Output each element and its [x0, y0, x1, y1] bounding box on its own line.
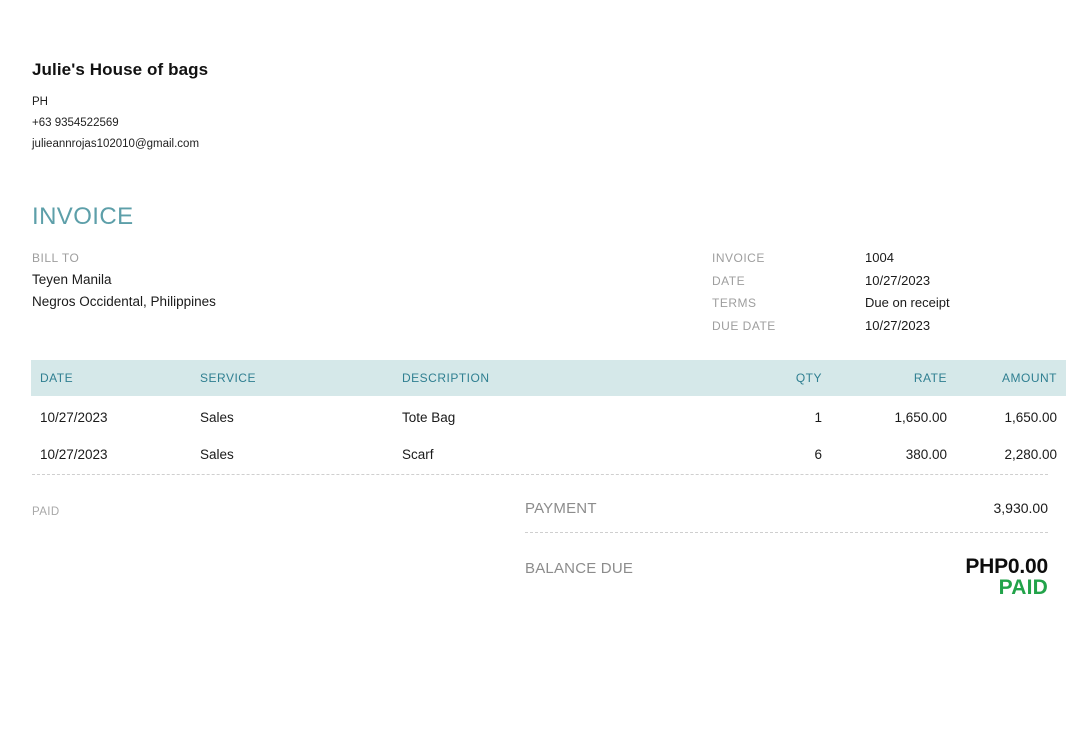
invoice-meta: INVOICE 1004 DATE 10/27/2023 TERMS Due o… — [712, 247, 1048, 337]
payment-row: PAYMENT 3,930.00 — [525, 500, 1048, 532]
cell-amount: 2,280.00 — [1004, 447, 1057, 462]
bill-to-block: BILL TO Teyen Manila Negros Occidental, … — [32, 247, 632, 312]
cell-rate: 1,650.00 — [894, 410, 947, 425]
cell-qty: 1 — [814, 410, 822, 425]
meta-label-date: DATE — [712, 273, 746, 288]
balance-due-label: BALANCE DUE — [525, 560, 634, 577]
column-header-service: SERVICE — [200, 360, 402, 396]
company-name: Julie's House of bags — [32, 60, 209, 79]
column-header-description: DESCRIPTION — [402, 360, 712, 396]
status-badge-paid: PAID — [998, 576, 1048, 599]
cell-description: Tote Bag — [402, 410, 456, 425]
table-body: 10/27/2023 Sales Tote Bag 1 1,650.00 1,6… — [31, 396, 1066, 473]
divider-full — [32, 474, 1048, 475]
column-header-rate: RATE — [822, 360, 947, 396]
meta-value-terms: Due on receipt — [865, 295, 950, 310]
table-row: 10/27/2023 Sales Tote Bag 1 1,650.00 1,6… — [31, 396, 1066, 436]
cell-amount: 1,650.00 — [1004, 410, 1057, 425]
meta-row-invoice: INVOICE 1004 — [712, 247, 1048, 270]
company-phone: +63 9354522569 — [32, 117, 119, 129]
cell-date: 10/27/2023 — [40, 447, 108, 462]
table-header: DATE SERVICE DESCRIPTION QTY RATE AMOUNT — [31, 360, 1066, 396]
column-header-date: DATE — [31, 360, 200, 396]
meta-value-date: 10/27/2023 — [865, 272, 931, 288]
balance-due-row: BALANCE DUE PHP0.00 — [525, 555, 1048, 579]
cell-service: Sales — [200, 447, 234, 462]
table-header-row: DATE SERVICE DESCRIPTION QTY RATE AMOUNT — [31, 360, 1066, 396]
cell-service: Sales — [200, 410, 234, 425]
bill-to-address: Negros Occidental, Philippines — [32, 293, 216, 309]
divider-totals — [525, 532, 1048, 533]
page-title: INVOICE — [32, 203, 134, 230]
company-email: julieannrojas102010@gmail.com — [32, 138, 200, 150]
bill-to-name: Teyen Manila — [32, 272, 112, 287]
payment-value: 3,930.00 — [993, 500, 1049, 516]
meta-label-invoice: INVOICE — [712, 251, 765, 265]
column-header-qty: QTY — [712, 360, 822, 396]
meta-label-due-date: DUE DATE — [712, 318, 776, 333]
totals-block: PAYMENT 3,930.00 BALANCE DUE PHP0.00 PAI… — [525, 500, 1048, 599]
column-header-amount: AMOUNT — [947, 360, 1066, 396]
paid-note: PAID — [32, 506, 60, 518]
cell-qty: 6 — [814, 447, 822, 462]
table-row: 10/27/2023 Sales Scarf 6 380.00 2,280.00 — [31, 436, 1066, 473]
meta-row-terms: TERMS Due on receipt — [712, 292, 1048, 315]
cell-rate: 380.00 — [905, 447, 947, 462]
meta-row-due-date: DUE DATE 10/27/2023 — [712, 315, 1048, 338]
balance-due-value: PHP0.00 — [965, 555, 1048, 578]
cell-date: 10/27/2023 — [40, 410, 108, 425]
meta-label-terms: TERMS — [712, 296, 757, 310]
company-header: Julie's House of bags PH +63 9354522569 … — [32, 60, 552, 155]
bill-to-label: BILL TO — [32, 251, 80, 265]
meta-value-due-date: 10/27/2023 — [865, 317, 931, 333]
meta-row-date: DATE 10/27/2023 — [712, 270, 1048, 293]
meta-value-invoice: 1004 — [865, 250, 894, 265]
company-country: PH — [32, 96, 48, 108]
line-items-table: DATE SERVICE DESCRIPTION QTY RATE AMOUNT… — [31, 360, 1066, 473]
cell-description: Scarf — [402, 447, 434, 462]
payment-label: PAYMENT — [525, 500, 597, 517]
